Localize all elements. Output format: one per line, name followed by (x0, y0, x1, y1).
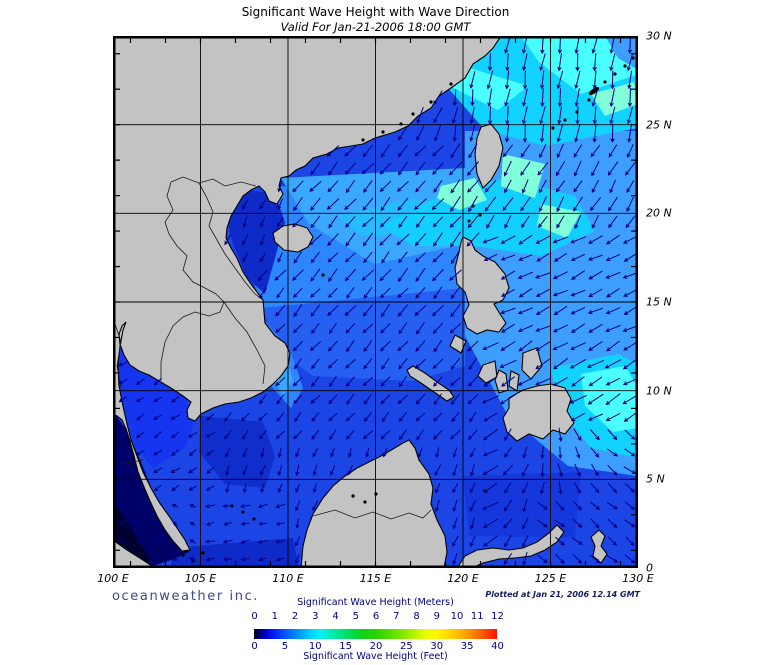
landmass (456, 524, 565, 568)
lat-tick-label: 10 N (646, 384, 672, 398)
meters-tick-label: 11 (470, 611, 484, 622)
lon-tick-label: 105 E (184, 572, 217, 585)
meters-tick-label: 10 (450, 611, 464, 622)
chart-valid-time: Valid For Jan-21-2006 18:00 GMT (280, 20, 471, 34)
meters-tick-label: 3 (312, 611, 319, 622)
lat-tick-label: 5 N (646, 472, 665, 486)
legend-feet-label: Significant Wave Height (Feet) (303, 651, 448, 662)
land-masses (113, 36, 608, 568)
feet-tick-label: 35 (460, 641, 474, 652)
landmass (454, 236, 510, 335)
landmass (477, 360, 498, 384)
meters-tick-label: 0 (251, 611, 258, 622)
chart-title: Significant Wave Height with Wave Direct… (241, 5, 510, 19)
lat-tick-label: 25 N (646, 118, 672, 132)
lat-tick-label: 15 N (646, 295, 672, 309)
meters-tick-label: 12 (491, 611, 504, 622)
landmass (449, 334, 467, 354)
feet-tick-label: 5 (281, 641, 289, 652)
lon-tick-label: 100 E (97, 572, 129, 585)
graticule (113, 36, 638, 568)
meters-tick-label: 1 (271, 611, 278, 622)
landmass (406, 365, 455, 402)
landmass (113, 539, 156, 568)
wave-direction-arrows (117, 36, 638, 566)
lon-tick-label: 120 E (447, 572, 479, 585)
lat-tick-label: 0 (646, 561, 653, 575)
feet-tick-label: 20 (369, 641, 383, 652)
meters-tick-label: 9 (433, 611, 440, 622)
feet-tick-label: 0 (251, 641, 258, 652)
country-borders (114, 176, 432, 520)
feet-tick-label: 25 (400, 641, 413, 652)
meters-tick-label: 8 (413, 611, 420, 622)
landmass (590, 529, 608, 564)
plotted-timestamp: Plotted at Jan 21, 2006 12.14 GMT (485, 590, 640, 599)
feet-tick-label: 10 (308, 641, 322, 652)
meters-tick-label: 7 (393, 611, 400, 622)
oceanweather-logo-text: oceanweather inc. (112, 589, 260, 604)
meters-tick-label: 4 (332, 611, 339, 622)
lon-tick-label: 125 E (534, 572, 567, 585)
meters-tick-label: 5 (352, 611, 359, 622)
map-frame (113, 36, 638, 568)
wave-height-colorbar (254, 629, 497, 639)
legend-meters-label: Significant Wave Height (Meters) (297, 597, 454, 608)
wave-height-map (113, 36, 638, 568)
landmass (521, 347, 543, 380)
feet-tick-label: 15 (339, 641, 352, 652)
landmass (502, 383, 575, 442)
landmass (474, 123, 504, 189)
small-islands (181, 56, 635, 563)
lon-tick-label: 115 E (359, 572, 392, 585)
feet-tick-label: 40 (491, 641, 504, 652)
meters-tick-label: 2 (291, 611, 299, 622)
landmass (300, 439, 448, 568)
lon-tick-label: 130 E (622, 572, 654, 585)
meters-tick-label: 6 (372, 611, 380, 622)
lat-tick-label: 20 N (646, 206, 672, 220)
lat-tick-label: 30 N (646, 29, 672, 43)
lon-tick-label: 110 E (272, 572, 304, 585)
feet-tick-label: 30 (430, 641, 444, 652)
